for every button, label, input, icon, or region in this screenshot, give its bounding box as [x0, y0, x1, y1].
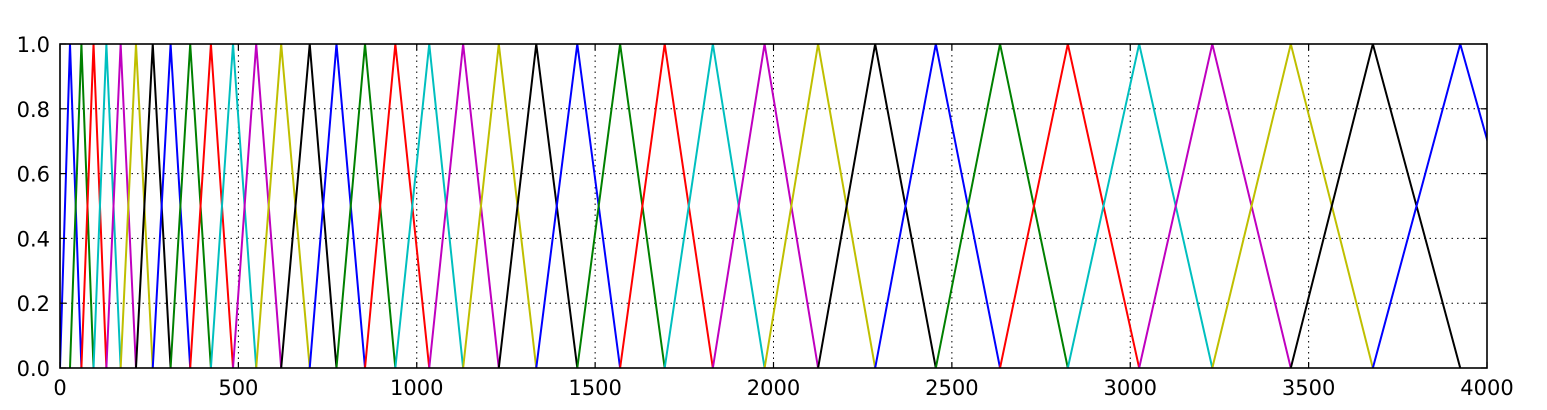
filter-triangle-14: [280, 44, 338, 368]
series-group: [60, 44, 1487, 368]
x-tick-label: 500: [218, 376, 258, 400]
filter-triangle-9: [169, 44, 212, 368]
tick-marks: [59, 43, 1488, 369]
filter-triangle-32: [1066, 44, 1214, 368]
filter-triangle-1: [60, 44, 83, 368]
filter-triangle-16: [335, 44, 397, 368]
filter-triangle-26: [711, 44, 820, 368]
filter-triangle-24: [619, 44, 714, 368]
filter-triangle-3: [80, 44, 108, 368]
x-tick-label: 2500: [925, 376, 978, 400]
filter-triangle-25: [663, 44, 766, 368]
filter-triangle-35: [1289, 44, 1462, 368]
filter-triangle-19: [428, 44, 500, 368]
filter-triangle-29: [874, 44, 1002, 368]
filter-triangle-4: [92, 44, 122, 368]
filter-triangle-27: [763, 44, 877, 368]
filter-triangle-30: [934, 44, 1069, 368]
y-tick-label: 0.6: [17, 163, 50, 187]
filter-triangle-6: [119, 44, 154, 368]
filter-triangle-12: [232, 44, 283, 368]
filter-triangle-13: [255, 44, 311, 368]
filter-triangle-2: [68, 44, 95, 368]
x-tick-label: 4000: [1460, 376, 1513, 400]
filter-triangle-8: [151, 44, 192, 368]
filter-triangle-5: [105, 44, 137, 368]
x-tick-label: 3500: [1282, 376, 1335, 400]
filter-triangle-11: [209, 44, 258, 368]
x-tick-label: 2000: [747, 376, 800, 400]
x-tick-label: 1500: [568, 376, 621, 400]
y-tick-label: 0.8: [17, 98, 50, 122]
filter-triangle-31: [999, 44, 1141, 368]
filter-triangle-34: [1211, 44, 1374, 368]
x-tick-labels: 0 500 1000 1500 2000 2500 3000 3500 4000: [53, 376, 1513, 400]
y-tick-label: 0.0: [17, 357, 50, 381]
y-tick-label: 1.0: [17, 33, 50, 57]
filter-triangle-36: [1371, 44, 1487, 368]
filter-triangle-7: [134, 44, 172, 368]
filter-triangle-22: [535, 44, 622, 368]
filter-triangle-20: [462, 44, 538, 368]
x-tick-label: 0: [53, 376, 66, 400]
filter-triangle-23: [576, 44, 666, 368]
x-tick-label: 3000: [1104, 376, 1157, 400]
y-tick-label: 0.2: [17, 292, 50, 316]
filter-triangle-21: [497, 44, 579, 368]
filter-triangle-17: [364, 44, 431, 368]
filter-triangle-28: [817, 44, 937, 368]
filter-triangle-10: [189, 44, 235, 368]
filter-triangle-15: [308, 44, 367, 368]
x-tick-label: 1000: [390, 376, 443, 400]
y-tick-label: 0.4: [17, 227, 50, 251]
filter-triangle-18: [394, 44, 465, 368]
filter-triangle-33: [1138, 44, 1292, 368]
y-tick-labels: 0.0 0.2 0.4 0.6 0.8 1.0: [17, 33, 50, 381]
